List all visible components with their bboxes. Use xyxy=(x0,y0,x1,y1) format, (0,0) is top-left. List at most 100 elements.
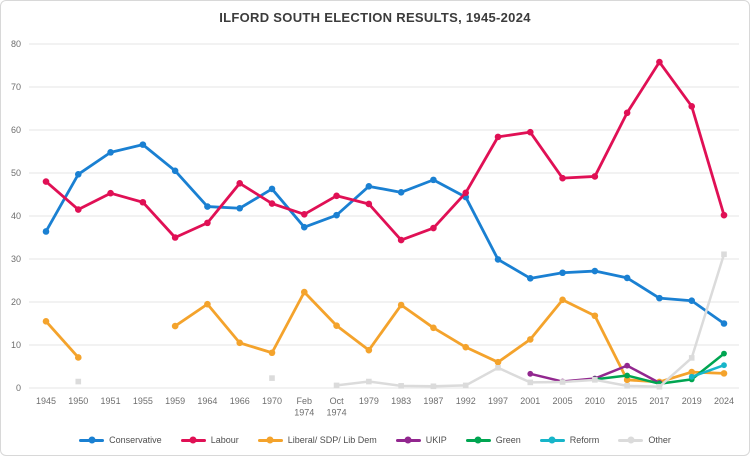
data-point-green-2015 xyxy=(624,372,631,379)
data-point-labour-1955 xyxy=(139,198,147,206)
data-point-liberal-sdp-lib-dem-1970 xyxy=(268,349,276,357)
data-point-conservative-2019 xyxy=(688,297,696,305)
series-liberal-sdp-lib-dem xyxy=(42,288,728,386)
series-other xyxy=(75,251,727,390)
y-tick-label-0: 0 xyxy=(16,383,21,393)
data-point-labour-1966 xyxy=(236,180,244,187)
series-line-liberal-sdp-lib-dem xyxy=(173,290,726,384)
legend-swatch-liberal-sdp-lib-dem-icon xyxy=(257,436,283,444)
x-tick-label-1979: 1979 xyxy=(359,396,379,406)
data-point-labour-1951 xyxy=(107,189,114,197)
data-point-labour-2010 xyxy=(591,173,599,180)
legend-label-labour: Labour xyxy=(210,435,239,445)
data-point-other-2001 xyxy=(527,379,534,386)
y-axis-tick-labels: 0 10 20 30 40 50 60 70 80 xyxy=(11,39,21,393)
data-point-conservative-1979 xyxy=(365,183,373,190)
data-point-reform-2019 xyxy=(688,373,695,380)
data-point-other-1970 xyxy=(269,375,275,381)
data-point-labour-2005 xyxy=(559,174,566,182)
data-point-labour-1992 xyxy=(462,189,470,197)
x-tick-label-feb-1974: Feb xyxy=(297,396,313,406)
series-conservative xyxy=(42,141,728,327)
series-line-reform xyxy=(690,363,726,379)
data-point-conservative-1987 xyxy=(430,176,437,184)
series-reform xyxy=(688,362,727,380)
data-point-liberal-sdp-lib-dem-1966 xyxy=(236,339,244,347)
series-line-conservative xyxy=(44,143,726,325)
x-tick-label-1992: 1992 xyxy=(456,396,476,406)
data-point-liberal-sdp-lib-dem-feb-1974 xyxy=(300,288,308,296)
data-point-other-2015 xyxy=(624,383,630,389)
legend-item-conservative: Conservative xyxy=(79,435,162,445)
x-tick-label-1966: 1966 xyxy=(230,396,250,406)
x-tick-label-2015: 2015 xyxy=(617,396,637,406)
data-point-liberal-sdp-lib-dem-1987 xyxy=(430,324,437,332)
legend-marker-green-icon xyxy=(474,436,482,444)
legend-swatch-green-icon xyxy=(465,436,491,444)
data-point-other-1997 xyxy=(495,364,501,371)
data-point-other-oct-1974 xyxy=(333,382,340,389)
data-point-conservative-oct-1974 xyxy=(333,211,340,219)
data-point-liberal-sdp-lib-dem-2015 xyxy=(623,376,631,384)
data-point-labour-oct-1974 xyxy=(333,192,340,200)
x-tick-label-feb-1974: 1974 xyxy=(294,408,314,418)
x-tick-label-oct-1974: 1974 xyxy=(327,408,347,418)
data-point-conservative-2017 xyxy=(656,294,663,302)
data-point-labour-1979 xyxy=(365,200,373,208)
series-line-liberal-sdp-lib-dem xyxy=(44,319,80,359)
data-point-labour-1987 xyxy=(430,224,437,232)
legend-swatch-other-icon xyxy=(618,436,644,444)
legend-label-other: Other xyxy=(648,435,671,445)
data-point-labour-1997 xyxy=(494,133,502,141)
legend-label-green: Green xyxy=(495,435,521,445)
y-tick-label-50: 50 xyxy=(11,168,21,178)
legend-label-conservative: Conservative xyxy=(109,435,162,445)
data-point-liberal-sdp-lib-dem-1950 xyxy=(74,354,82,361)
chart-legend: Conservative Labour Liberal/ SDP/ Lib Dem U… xyxy=(1,431,749,449)
x-tick-label-1945: 1945 xyxy=(36,396,56,406)
data-point-other-2010 xyxy=(592,377,598,383)
x-tick-label-1951: 1951 xyxy=(101,396,121,406)
legend-item-reform: Reform xyxy=(539,435,600,445)
y-tick-label-10: 10 xyxy=(11,340,21,350)
data-point-liberal-sdp-lib-dem-oct-1974 xyxy=(333,322,340,329)
data-point-other-1979 xyxy=(366,378,372,385)
data-point-other-1950 xyxy=(75,378,82,385)
data-point-liberal-sdp-lib-dem-1959 xyxy=(171,322,179,330)
data-point-conservative-1964 xyxy=(204,203,211,210)
legend-label-reform: Reform xyxy=(569,435,600,445)
data-point-liberal-sdp-lib-dem-1964 xyxy=(204,300,211,308)
data-point-liberal-sdp-lib-dem-1997 xyxy=(494,358,502,366)
y-tick-label-60: 60 xyxy=(11,125,21,135)
data-point-labour-1950 xyxy=(74,206,82,213)
data-point-liberal-sdp-lib-dem-1945 xyxy=(42,318,50,325)
data-point-liberal-sdp-lib-dem-2005 xyxy=(559,296,566,304)
data-point-liberal-sdp-lib-dem-2019 xyxy=(688,368,696,376)
data-point-other-2017 xyxy=(656,383,663,390)
data-point-labour-feb-1974 xyxy=(300,210,308,218)
data-point-conservative-1983 xyxy=(397,189,405,196)
x-tick-label-1955: 1955 xyxy=(133,396,153,406)
data-point-labour-1945 xyxy=(42,178,50,185)
data-point-labour-2001 xyxy=(526,128,534,136)
legend-marker-other-icon xyxy=(627,436,635,444)
x-tick-label-2019: 2019 xyxy=(682,396,702,406)
data-point-ukip-2001 xyxy=(527,370,534,377)
data-point-conservative-1945 xyxy=(42,228,50,235)
x-tick-label-2024: 2024 xyxy=(714,396,734,406)
data-point-conservative-2005 xyxy=(559,269,566,277)
data-point-conservative-feb-1974 xyxy=(300,223,308,231)
x-tick-label-2001: 2001 xyxy=(520,396,540,406)
data-point-conservative-2024 xyxy=(720,320,728,327)
y-tick-label-40: 40 xyxy=(11,211,21,221)
data-point-liberal-sdp-lib-dem-2001 xyxy=(526,336,534,343)
legend-marker-conservative-icon xyxy=(88,436,96,444)
data-point-other-2019 xyxy=(688,355,695,361)
y-tick-label-70: 70 xyxy=(11,82,21,92)
data-point-liberal-sdp-lib-dem-2010 xyxy=(591,312,599,320)
legend-marker-labour-icon xyxy=(189,436,197,444)
data-point-other-1987 xyxy=(430,383,437,390)
data-point-conservative-1951 xyxy=(107,149,114,156)
